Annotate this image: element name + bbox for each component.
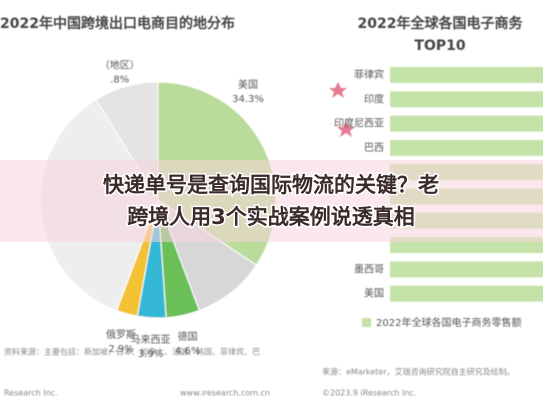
bar-title: 2022年全球各国电子商务: [358, 15, 524, 32]
bar: [390, 139, 543, 156]
slice-value: 2.9%: [108, 344, 133, 355]
y-tick-label: 印度: [364, 92, 384, 105]
bar: [390, 67, 543, 83]
star: [329, 82, 347, 98]
slice-label: 马来西亚: [131, 334, 171, 346]
bar: [390, 285, 543, 302]
legend-label: 2022年全球各国电子商务零售额: [376, 316, 521, 329]
slice-value: 3.9%: [138, 349, 163, 360]
y-tick-label: 印度尼西亚: [334, 117, 384, 130]
pie-site: www.iresearch.com.cn: [180, 389, 270, 398]
slice-value: 34.3%: [232, 94, 264, 105]
slice-label: （地区）: [100, 58, 140, 71]
bar-source: 来源：eMarketer，艾瑞咨询研究院自主研究及绘制。: [322, 367, 515, 377]
legend-swatch: [362, 318, 371, 327]
y-tick-label: 墨西哥: [354, 263, 384, 275]
bar: [390, 115, 543, 132]
bar: [390, 91, 543, 108]
slice-label: 美国: [238, 78, 258, 91]
headline: 快递单号是查询国际物流的关键？老: [103, 173, 439, 197]
bar-subtitle: TOP10: [414, 38, 465, 54]
headline: 跨境人用3个实战案例说透真相: [127, 205, 415, 229]
bar: [390, 261, 543, 278]
pie-title: 2022年中国跨境出口电商目的地分布: [0, 15, 235, 32]
y-tick-label: 巴西: [364, 142, 384, 154]
y-tick-label: 菲律宾: [354, 68, 384, 81]
y-tick-label: 美国: [364, 287, 384, 300]
slice-value: .8%: [110, 74, 129, 85]
pie-credit: Research Inc.: [4, 389, 58, 398]
slice-label: 俄罗斯: [106, 328, 136, 341]
slice-label: 德国: [178, 330, 198, 343]
star: [337, 121, 355, 137]
banner: [0, 160, 543, 242]
pie-source: 资料来源：主要包括：新加坡、日本、加拿大、法国、韩国、菲律宾、巴: [4, 347, 260, 357]
bar-credit: ©2023.9 iResearch Inc.: [322, 389, 416, 398]
slice-value: 4.6%: [175, 346, 200, 357]
